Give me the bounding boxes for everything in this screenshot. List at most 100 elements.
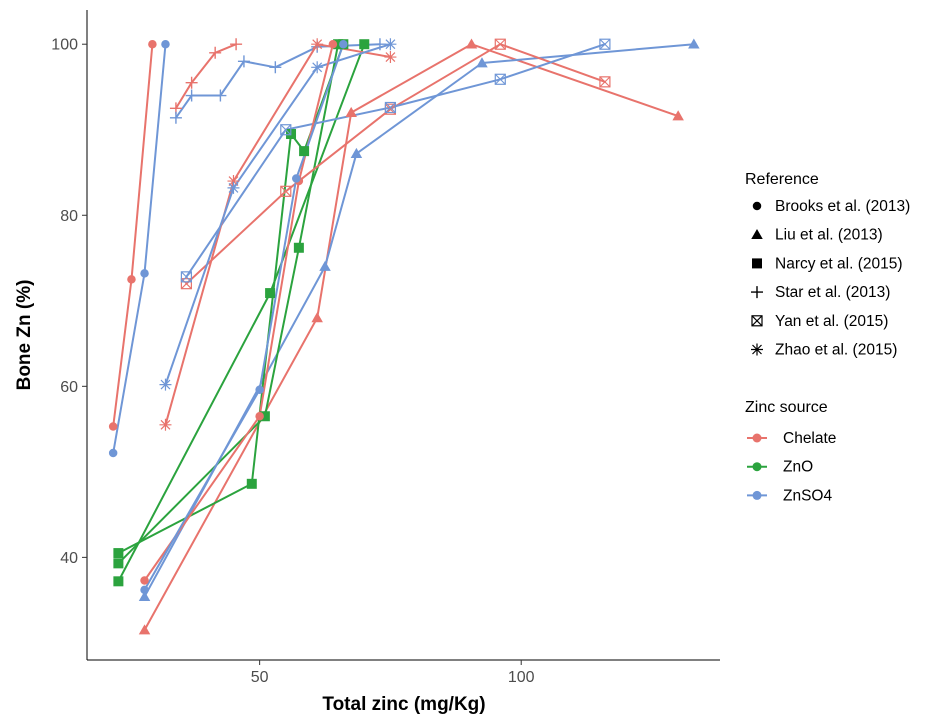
legend-source: Zinc source Chelate ZnO ZnSO4 [745,399,836,504]
legend-marker [751,315,763,327]
legend-source-title: Zinc source [745,399,828,416]
data-point [127,275,136,284]
data-point [113,558,124,569]
legend-dot [752,433,762,443]
data-point [269,61,282,74]
series-line [117,43,345,555]
y-tick-label: 40 [60,550,78,567]
data-point [237,55,250,68]
data-point [255,412,264,421]
legend-source-label: Chelate [783,430,836,447]
data-point [148,39,157,49]
legend-source-label: ZnO [783,459,813,476]
x-tick-label: 100 [508,669,535,686]
data-point [476,57,488,68]
data-point [599,76,611,88]
legend-reference-item: Narcy et al. (2015) [752,255,903,272]
data-point [373,38,386,51]
data-point [113,548,124,559]
x-axis-title: Total zinc (mg/Kg) [322,694,485,715]
data-point [333,39,344,50]
data-point [465,38,478,49]
series-line [112,43,167,454]
data-point [209,46,222,59]
series-line [117,43,340,565]
x-tick-label: 50 [251,669,269,686]
data-point [108,448,118,458]
data-point [299,146,310,157]
y-tick-label: 100 [51,37,78,54]
axis-ticks: 50 100 40 60 80 100 [51,37,534,686]
legend-reference-label: Star et al. (2013) [775,284,890,301]
data-point [255,385,264,394]
legend-reference: Reference Brooks et al. (2013) Liu et al.… [745,171,910,359]
data-point [345,106,357,117]
data-point [384,101,397,114]
legend-marker [752,201,762,211]
legend-source-label: ZnSO4 [783,487,832,504]
legend-dot [752,462,762,472]
legend-reference-label: Brooks et al. (2013) [775,198,910,215]
legend-reference-title: Reference [745,171,819,188]
series-line [185,43,606,278]
legend-reference-item: Liu et al. (2013) [751,227,883,244]
data-point [293,242,304,253]
data-point [384,38,397,51]
legend-dot [752,490,762,500]
y-tick-label: 60 [60,379,78,396]
y-tick-label: 80 [60,208,78,225]
data-point [359,39,370,50]
legend-reference-label: Yan et al. (2015) [775,313,888,330]
data-point [311,61,324,74]
data-point [140,576,149,585]
legend-reference-item: Zhao et al. (2015) [751,342,897,359]
data-point [214,89,227,102]
legend-source-item: ZnO [747,459,813,476]
legend-marker [751,286,763,299]
data-point [280,124,292,136]
data-point [161,39,170,49]
data-point [185,89,198,102]
data-point [230,38,243,51]
series-line [164,43,392,386]
data-point [265,288,276,299]
data-point [259,411,270,422]
series-line [143,43,345,591]
series-line [143,43,334,582]
data-point [227,181,240,194]
data-point [311,312,323,323]
data-point [672,110,684,121]
data-point [159,418,172,431]
plot-series [112,43,695,632]
data-point [319,260,331,271]
legend-source-item: ZnSO4 [747,487,832,504]
data-point [159,378,172,391]
legend-marker [751,228,763,240]
axes [86,10,720,661]
series-line [117,43,366,583]
series-line [143,43,680,632]
data-point [494,73,506,85]
data-point [113,576,124,587]
data-point [350,147,363,158]
data-point [140,269,149,278]
data-point [138,624,151,635]
legend-source-item: Chelate [747,430,836,447]
data-point [688,38,700,49]
data-point [108,422,118,431]
y-axis-title: Bone Zn (%) [14,280,35,391]
data-point [494,38,506,50]
series-line [174,43,238,110]
data-point [138,590,151,602]
data-point [599,38,611,50]
data-point [280,185,292,197]
legend-marker [751,343,763,356]
data-point [384,51,397,64]
series-line [164,43,392,426]
plot-markers [108,38,700,635]
legend-reference-label: Narcy et al. (2015) [775,255,903,272]
data-point [292,174,301,183]
data-point [328,39,338,49]
legend-reference-label: Liu et al. (2013) [775,227,883,244]
